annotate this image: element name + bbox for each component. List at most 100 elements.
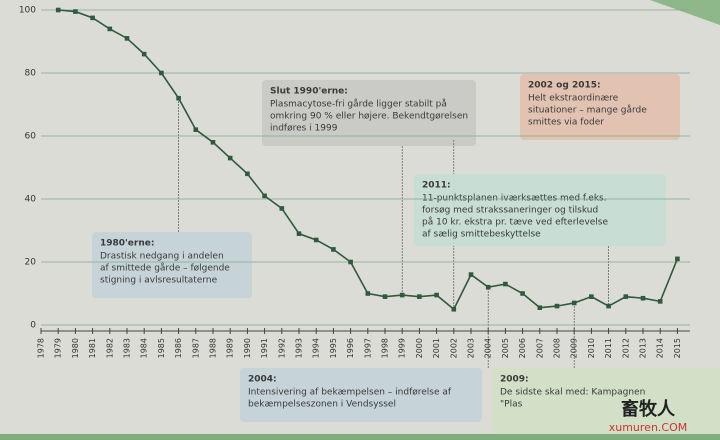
x-tick-label: 2001 (432, 338, 441, 358)
annotation-title: 2009: (500, 375, 529, 385)
point (623, 294, 629, 299)
annotation-text: af smittede gårde – følgende (100, 263, 230, 274)
annotation-title: Slut 1990'erne: (270, 87, 348, 97)
annotation-text: af sælig smittebeskyttelse (422, 230, 541, 240)
y-tick-label: 20 (25, 258, 37, 268)
x-tick-label: 2012 (621, 338, 630, 358)
point (245, 171, 250, 177)
annotation: 2011: 11-punktsplanen iværksættes med f.e… (414, 174, 666, 246)
y-tick-label: 40 (25, 195, 37, 205)
point (348, 259, 353, 265)
x-tick-label: 1986 (174, 338, 183, 358)
point (468, 272, 474, 277)
annotation-box (240, 368, 482, 422)
x-tick-label: 1981 (88, 338, 97, 358)
point (296, 231, 302, 236)
annotation: 2009: De sidste skal med: Kampagnen "Plas (492, 368, 720, 434)
x-tick-label: 1990 (243, 338, 252, 358)
point (451, 306, 457, 312)
x-tick-label: 1993 (295, 338, 304, 358)
point (382, 294, 388, 299)
annotation-text: Intensivering af bekæmpelsen – indførels… (248, 388, 452, 398)
point (159, 70, 164, 76)
annotation-box (414, 174, 666, 246)
x-tick-label: 1991 (260, 338, 269, 358)
point (365, 291, 371, 296)
annotation-text: smittes via foder (528, 118, 604, 128)
y-tick-label: 80 (25, 69, 37, 79)
x-tick-label: 1997 (363, 338, 372, 358)
x-tick-label: 1984 (140, 338, 149, 358)
x-tick-label: 2015 (673, 338, 682, 358)
x-tick-label: 1999 (398, 338, 407, 358)
point (73, 9, 78, 14)
y-tick-label: 60 (25, 132, 37, 142)
x-tick-label: 1996 (346, 338, 355, 358)
annotation-title: 2002 og 2015: (528, 81, 601, 91)
x-tick-label: 2014 (656, 338, 665, 358)
annotation-title: 1980'erne: (100, 239, 154, 249)
x-tick-label: 1985 (157, 338, 166, 358)
x-tick-label: 2013 (639, 338, 648, 358)
annotation-text: bekæmpelseszonen i Vendsyssel (248, 400, 396, 410)
annotation-box (520, 74, 680, 140)
point (657, 299, 663, 304)
point (193, 127, 199, 132)
point (124, 36, 130, 41)
annotation-text: Plasmacytose-fri gårde ligger stabilt på (270, 99, 447, 110)
annotation-text: De sidste skal med: Kampagnen (500, 388, 645, 398)
x-tick-label: 1980 (71, 338, 80, 358)
y-tick-label: 0 (30, 321, 36, 331)
annotation-text: forsøg med strakssaneringer og tilskud (422, 206, 598, 216)
x-tick-label: 1998 (381, 338, 390, 358)
x-tick-label: 1994 (312, 338, 321, 358)
point (90, 15, 95, 21)
x-tick-label: 1987 (191, 338, 200, 358)
point (279, 206, 285, 211)
x-tick-label: 1979 (54, 338, 63, 358)
watermark: 畜牧人 (621, 398, 676, 420)
annotation: 2004: Intensivering af bekæmpelsen – indf… (240, 368, 482, 422)
x-tick-label: 2004 (484, 338, 493, 358)
x-tick-label: 1983 (123, 338, 132, 358)
annotation-box (492, 368, 720, 434)
x-tick-label: 2002 (449, 338, 458, 358)
y-tick-label: 100 (19, 6, 36, 16)
x-tick-label: 2003 (467, 338, 476, 358)
annotation-text: stigning i avlsresultaterne (100, 276, 218, 286)
annotation-text: Drastisk nedgang i andelen (100, 252, 224, 262)
annotation-text: omkring 90 % eller højere. Bekendtgørels… (270, 112, 468, 122)
point (176, 95, 181, 101)
x-tick-label: 2007 (535, 338, 544, 358)
watermark: xumuren.COM (609, 421, 688, 434)
x-tick-label: 2010 (587, 338, 596, 358)
annotation-text: indføres i 1999 (270, 124, 338, 134)
point (520, 291, 525, 296)
point (503, 281, 508, 287)
annotation-box (92, 232, 252, 298)
point (262, 193, 267, 199)
annotation-title: 2011: (422, 181, 451, 191)
point (434, 292, 439, 298)
point (675, 256, 680, 262)
point (227, 155, 233, 161)
point (55, 7, 61, 13)
point (537, 305, 543, 310)
point (107, 26, 113, 32)
x-tick-label: 2008 (553, 338, 562, 358)
annotation: Slut 1990'erne: Plasmacytose-fri gårde li… (262, 80, 476, 146)
annotation-text: situationer – mange gårde (528, 105, 647, 116)
x-tick-label: 2000 (415, 338, 424, 358)
annotation-text: "Plas (500, 400, 523, 410)
x-tick-label: 2009 (570, 338, 579, 358)
point (571, 300, 577, 306)
point (399, 292, 405, 298)
point (606, 303, 611, 309)
x-tick-label: 1995 (329, 338, 338, 358)
point (313, 237, 319, 243)
x-tick-label: 1989 (226, 338, 235, 358)
point (331, 247, 336, 252)
point (141, 51, 147, 57)
annotation-text: Helt ekstraordinære (528, 94, 619, 104)
